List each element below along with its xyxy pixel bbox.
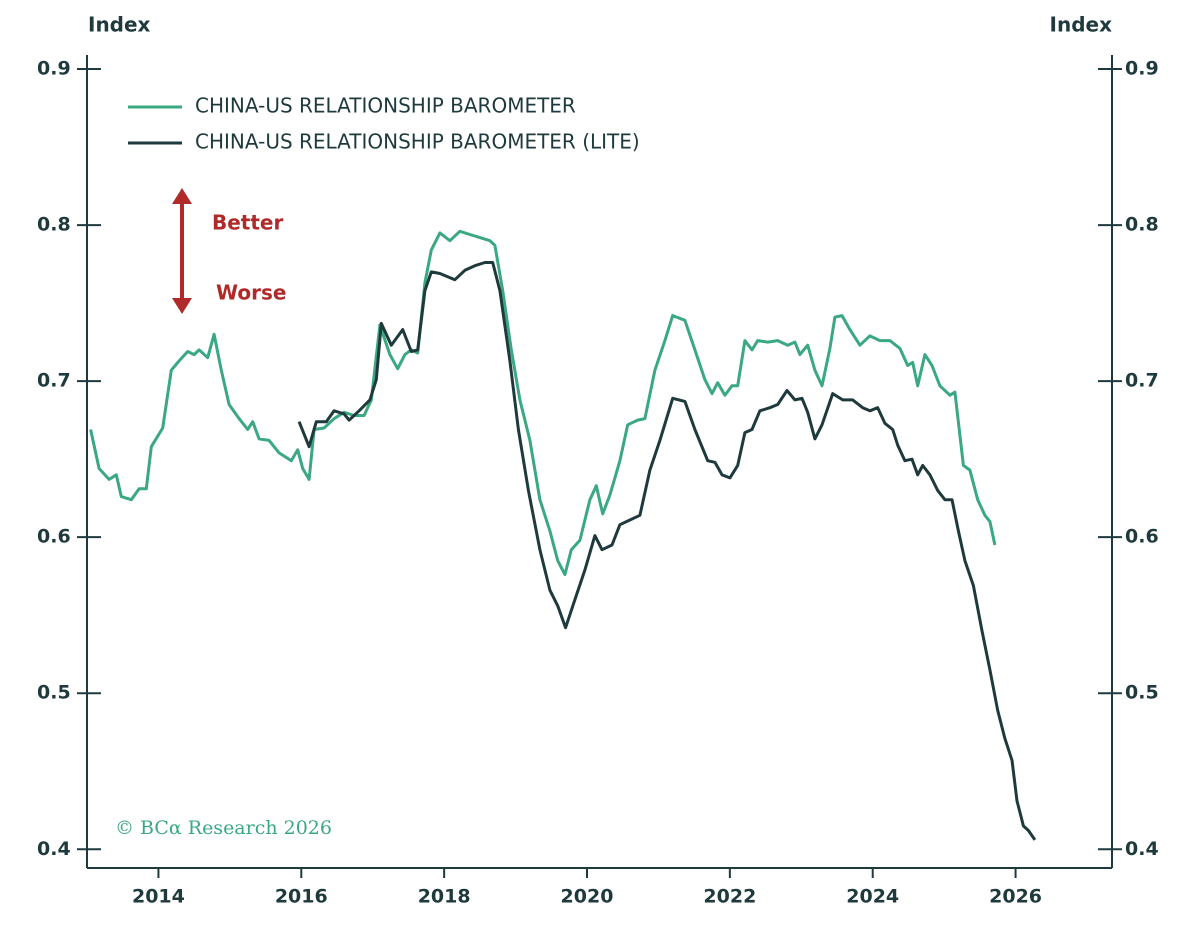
annotation: Worse [216,281,286,305]
legend-label: CHINA-US RELATIONSHIP BAROMETER [195,94,576,118]
series-line [297,261,1037,841]
copyright: © BCα Research 2026 [115,817,332,839]
y-tick-label: 0.8 [37,214,71,236]
y2-tick-label: 0.9 [1125,58,1159,80]
y-tick-label: 0.6 [37,526,71,548]
y-axis-label: Index [88,13,151,37]
legend-label: CHINA-US RELATIONSHIP BAROMETER (LITE) [195,130,640,154]
x-tick-label: 2018 [418,886,471,908]
annotation: Better [212,211,283,235]
y-tick-label: 0.9 [37,58,71,80]
y2-tick-label: 0.5 [1125,682,1159,704]
y2-tick-label: 0.7 [1125,370,1159,392]
y-tick-label: 0.4 [37,838,71,860]
direction-arrow [172,188,192,314]
x-tick-label: 2016 [275,886,328,908]
y-tick-label: 0.7 [37,370,71,392]
y2-tick-label: 0.4 [1125,838,1159,860]
y2-tick-label: 0.8 [1125,214,1159,236]
y2-tick-label: 0.6 [1125,526,1159,548]
x-tick-label: 2020 [561,886,614,908]
x-tick-label: 2026 [989,886,1042,908]
y2-axis-label: Index [1050,13,1113,37]
y-tick-label: 0.5 [37,682,71,704]
x-tick-label: 2014 [132,886,185,908]
series-line [89,229,997,577]
x-tick-label: 2024 [846,886,899,908]
x-tick-label: 2022 [703,886,756,908]
